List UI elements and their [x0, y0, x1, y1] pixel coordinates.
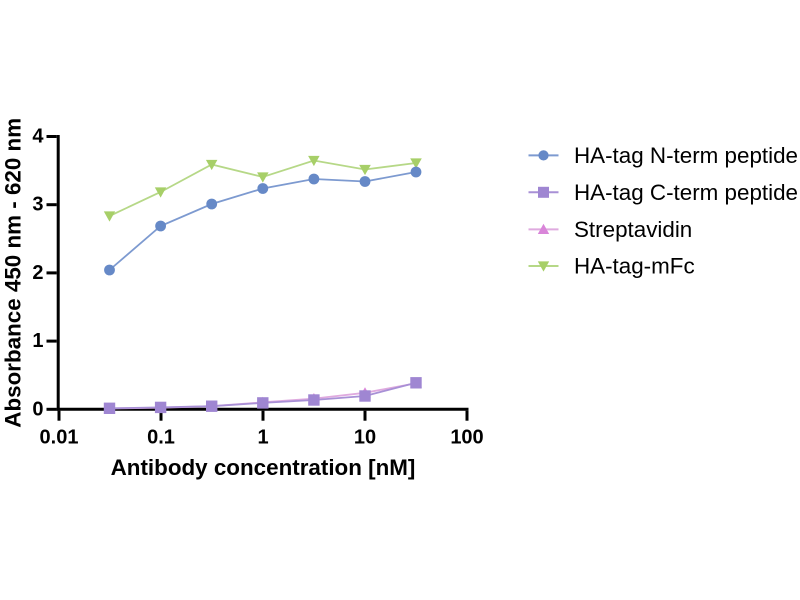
svg-text:2: 2: [32, 262, 43, 284]
svg-text:3: 3: [32, 194, 43, 216]
svg-text:Streptavidin: Streptavidin: [574, 217, 692, 242]
svg-text:HA-tag-mFc: HA-tag-mFc: [574, 254, 695, 279]
svg-text:HA-tag N-term peptide: HA-tag N-term peptide: [574, 143, 798, 168]
svg-text:10: 10: [354, 426, 376, 448]
svg-text:4: 4: [32, 126, 44, 148]
svg-text:0: 0: [32, 398, 43, 420]
svg-text:0.1: 0.1: [147, 426, 175, 448]
svg-text:100: 100: [450, 426, 483, 448]
svg-text:1: 1: [257, 426, 268, 448]
svg-text:0.01: 0.01: [40, 426, 79, 448]
svg-text:1: 1: [32, 330, 43, 352]
svg-text:Antibody concentration [nM]: Antibody concentration [nM]: [111, 455, 416, 480]
svg-text:HA-tag C-term peptide: HA-tag C-term peptide: [574, 180, 798, 205]
svg-text:Absorbance 450 nm - 620 nm: Absorbance 450 nm - 620 nm: [1, 118, 26, 428]
